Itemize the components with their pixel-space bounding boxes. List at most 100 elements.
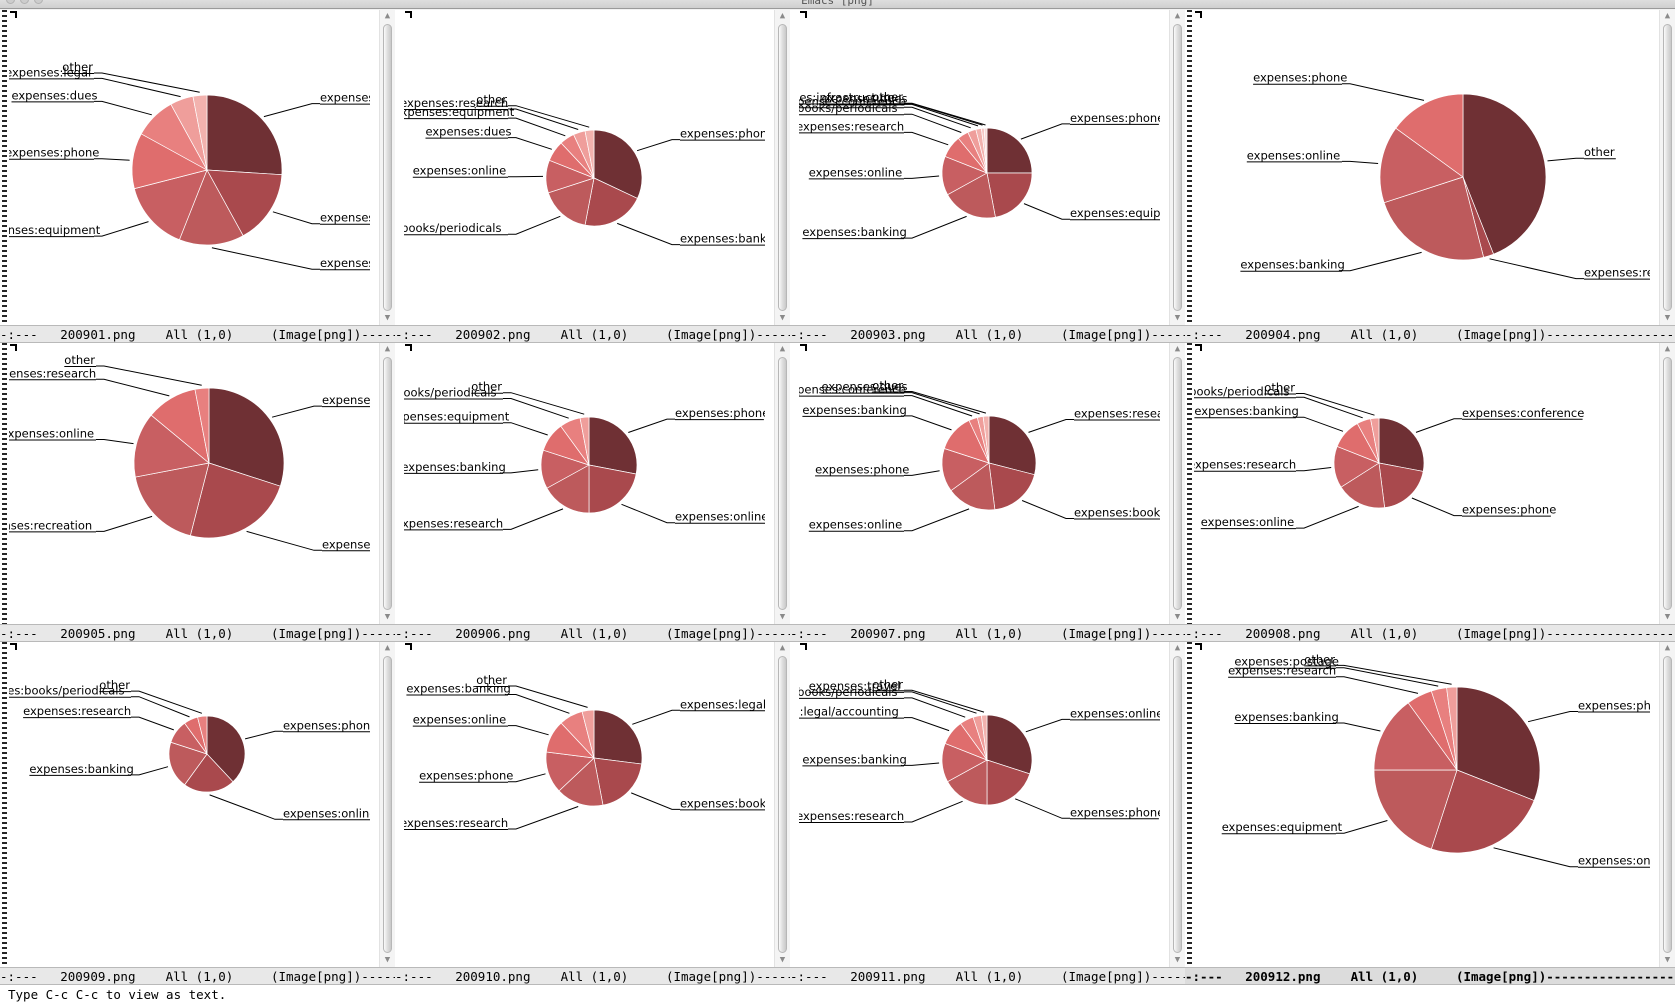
window-200909-scrollbar[interactable]: ▲ ▼ xyxy=(379,642,395,967)
window-200908-image-canvas[interactable]: expenses:conference expenses:phone expense… xyxy=(1194,343,1650,624)
window-200906-leader-line xyxy=(503,392,585,415)
window-200909[interactable]: expenses:phone expenses:online expenses:ba… xyxy=(0,642,395,985)
window-200905-scrollbar[interactable]: ▲ ▼ xyxy=(379,343,395,624)
window-200902-image-canvas[interactable]: expenses:phone expenses:banking expenses:b… xyxy=(404,10,765,325)
window-200908-scrollbar[interactable]: ▲ ▼ xyxy=(1659,343,1675,624)
window-200906-body[interactable]: expenses:phone expenses:online expenses:re… xyxy=(395,343,790,624)
window-200908-scroll-up-icon[interactable]: ▲ xyxy=(1664,344,1671,354)
window-200905-body[interactable]: expenses:phone expenses:banking expenses:r… xyxy=(0,343,395,624)
window-200903[interactable]: expenses:phone expenses:equipment expenses… xyxy=(790,10,1185,343)
window-200909-scroll-thumb[interactable] xyxy=(383,656,392,953)
window-200912-scroll-thumb[interactable] xyxy=(1663,656,1672,953)
window-200901-image-canvas[interactable]: expenses:banking expenses:online expenses:… xyxy=(9,10,370,325)
window-200911-leader-line xyxy=(904,697,966,718)
window-200902-slice-label: expenses:online xyxy=(413,164,506,178)
window-200906-image-canvas[interactable]: expenses:phone expenses:online expenses:re… xyxy=(404,343,765,624)
window-200911-scroll-down-icon[interactable]: ▼ xyxy=(1174,955,1181,965)
window-200909-body[interactable]: expenses:phone expenses:online expenses:ba… xyxy=(0,642,395,967)
window-200906-scroll-up-icon[interactable]: ▲ xyxy=(779,344,786,354)
window-200910-scroll-down-icon[interactable]: ▼ xyxy=(779,955,786,965)
window-200902-scroll-down-icon[interactable]: ▼ xyxy=(779,313,786,323)
window-200911-scrollbar[interactable]: ▲ ▼ xyxy=(1169,642,1185,967)
window-200907-body[interactable]: expenses:research expenses:books/periodic… xyxy=(790,343,1185,624)
window-200902-left-fringe xyxy=(395,10,404,325)
window-200904[interactable]: other expenses:research expenses:banking ex… xyxy=(1185,10,1675,343)
window-200912-image-canvas[interactable]: expenses:phone expenses:online expenses:eq… xyxy=(1194,642,1650,967)
window-200903-scroll-down-icon[interactable]: ▼ xyxy=(1174,313,1181,323)
window-200902-scroll-up-icon[interactable]: ▲ xyxy=(779,11,786,21)
window-200901-scroll-up-icon[interactable]: ▲ xyxy=(384,11,391,21)
window-200901-scroll-down-icon[interactable]: ▼ xyxy=(384,313,391,323)
window-200903-body[interactable]: expenses:phone expenses:equipment expenses… xyxy=(790,10,1185,325)
window-200908-scroll-thumb[interactable] xyxy=(1663,357,1672,610)
window-200910-scroll-thumb[interactable] xyxy=(778,656,787,953)
window-200902-body[interactable]: expenses:phone expenses:banking expenses:b… xyxy=(395,10,790,325)
window-200911-image-canvas[interactable]: expenses:online expenses:phone expenses:re… xyxy=(799,642,1160,967)
window-200901[interactable]: expenses:banking expenses:online expenses:… xyxy=(0,10,395,343)
window-200912-scroll-down-icon[interactable]: ▼ xyxy=(1664,955,1671,965)
window-200907[interactable]: expenses:research expenses:books/periodic… xyxy=(790,343,1185,642)
window-200911-scroll-thumb[interactable] xyxy=(1173,656,1182,953)
window-200912-slice-label: expenses:phone xyxy=(1578,699,1650,713)
window-200910-image-canvas[interactable]: expenses:legal/accounting expenses:books/… xyxy=(404,642,765,967)
window-200906-scroll-down-icon[interactable]: ▼ xyxy=(779,612,786,622)
window-200907-modeline: -:--- 200907.png All (1,0) (Image[png])-… xyxy=(790,624,1185,642)
window-200912-scroll-up-icon[interactable]: ▲ xyxy=(1664,643,1671,653)
window-200905[interactable]: expenses:phone expenses:banking expenses:r… xyxy=(0,343,395,642)
window-200903-image-canvas[interactable]: expenses:phone expenses:equipment expenses… xyxy=(799,10,1160,325)
window-200905-scroll-up-icon[interactable]: ▲ xyxy=(384,344,391,354)
window-200903-scroll-thumb[interactable] xyxy=(1173,24,1182,311)
window-200910-scroll-up-icon[interactable]: ▲ xyxy=(779,643,786,653)
window-200907-scrollbar[interactable]: ▲ ▼ xyxy=(1169,343,1185,624)
window-200909-scroll-down-icon[interactable]: ▼ xyxy=(384,955,391,965)
window-200902-scroll-thumb[interactable] xyxy=(778,24,787,311)
window-200911[interactable]: expenses:online expenses:phone expenses:re… xyxy=(790,642,1185,985)
window-200904-scroll-thumb[interactable] xyxy=(1663,24,1672,311)
window-controls[interactable] xyxy=(6,0,43,4)
window-200907-image-canvas[interactable]: expenses:research expenses:books/periodic… xyxy=(799,343,1160,624)
window-200908-body[interactable]: expenses:conference expenses:phone expense… xyxy=(1185,343,1675,624)
window-200906-scroll-thumb[interactable] xyxy=(778,357,787,610)
window-200904-pie-chart: other expenses:research expenses:banking ex… xyxy=(1240,71,1650,280)
window-200912-body[interactable]: expenses:phone expenses:online expenses:eq… xyxy=(1185,642,1675,967)
window-200909-scroll-up-icon[interactable]: ▲ xyxy=(384,643,391,653)
window-200909-image-canvas[interactable]: expenses:phone expenses:online expenses:ba… xyxy=(9,642,370,967)
close-icon[interactable] xyxy=(6,0,15,4)
window-200910-modeline-fill: ---------------------- xyxy=(756,969,790,984)
window-200906-scrollbar[interactable]: ▲ ▼ xyxy=(774,343,790,624)
window-200912-scrollbar[interactable]: ▲ ▼ xyxy=(1659,642,1675,967)
window-200903-scroll-up-icon[interactable]: ▲ xyxy=(1174,11,1181,21)
window-200907-modeline-position: All (1,0) xyxy=(955,626,1061,641)
window-200911-body[interactable]: expenses:online expenses:phone expenses:re… xyxy=(790,642,1185,967)
window-200904-scrollbar[interactable]: ▲ ▼ xyxy=(1659,10,1675,325)
window-200905-scroll-thumb[interactable] xyxy=(383,357,392,610)
window-200904-image-canvas[interactable]: other expenses:research expenses:banking ex… xyxy=(1194,10,1650,325)
window-200910-scrollbar[interactable]: ▲ ▼ xyxy=(774,642,790,967)
minimize-icon[interactable] xyxy=(20,0,29,4)
window-200901-scrollbar[interactable]: ▲ ▼ xyxy=(379,10,395,325)
window-200906[interactable]: expenses:phone expenses:online expenses:re… xyxy=(395,343,790,642)
window-200904-scroll-down-icon[interactable]: ▼ xyxy=(1664,313,1671,323)
window-200910-modeline-position: All (1,0) xyxy=(560,969,666,984)
window-200907-leader-line xyxy=(904,415,952,431)
window-200907-scroll-up-icon[interactable]: ▲ xyxy=(1174,344,1181,354)
window-200902-scrollbar[interactable]: ▲ ▼ xyxy=(774,10,790,325)
window-200904-body[interactable]: other expenses:research expenses:banking ex… xyxy=(1185,10,1675,325)
window-200910[interactable]: expenses:legal/accounting expenses:books/… xyxy=(395,642,790,985)
window-200912[interactable]: expenses:phone expenses:online expenses:eq… xyxy=(1185,642,1675,985)
window-200905-image-canvas[interactable]: expenses:phone expenses:banking expenses:r… xyxy=(9,343,370,624)
window-200908[interactable]: expenses:conference expenses:phone expense… xyxy=(1185,343,1675,642)
window-200902[interactable]: expenses:phone expenses:banking expenses:b… xyxy=(395,10,790,343)
window-200903-leader-line xyxy=(904,215,967,239)
window-200907-scroll-thumb[interactable] xyxy=(1173,357,1182,610)
window-200903-scrollbar[interactable]: ▲ ▼ xyxy=(1169,10,1185,325)
window-200907-scroll-down-icon[interactable]: ▼ xyxy=(1174,612,1181,622)
window-200901-body[interactable]: expenses:banking expenses:online expenses:… xyxy=(0,10,395,325)
window-200905-scroll-down-icon[interactable]: ▼ xyxy=(384,612,391,622)
window-200901-scroll-thumb[interactable] xyxy=(383,24,392,311)
window-200911-scroll-up-icon[interactable]: ▲ xyxy=(1174,643,1181,653)
window-200910-body[interactable]: expenses:legal/accounting expenses:books/… xyxy=(395,642,790,967)
window-200908-scroll-down-icon[interactable]: ▼ xyxy=(1664,612,1671,622)
maximize-icon[interactable] xyxy=(34,0,43,4)
window-200904-scroll-up-icon[interactable]: ▲ xyxy=(1664,11,1671,21)
